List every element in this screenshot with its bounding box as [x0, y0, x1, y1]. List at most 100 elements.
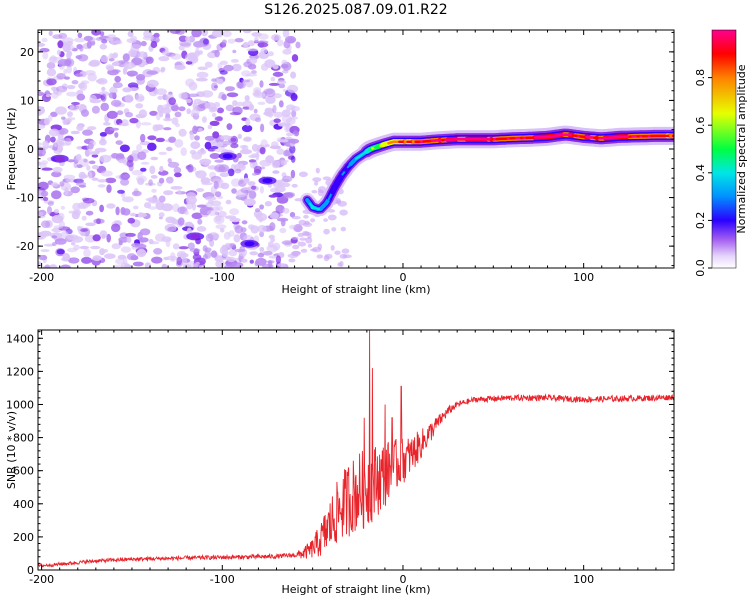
noise-speck [236, 101, 245, 107]
noise-speck [170, 53, 182, 60]
noise-speck [300, 248, 308, 253]
noise-speck [126, 253, 137, 261]
noise-speck [226, 256, 236, 263]
noise-speck [137, 212, 144, 218]
colorbar-gradient [711, 29, 737, 269]
noise-speck [269, 222, 276, 231]
noise-speck [191, 30, 202, 38]
noise-speck [242, 42, 249, 48]
noise-speck [211, 112, 217, 118]
noise-speck [222, 30, 232, 37]
noise-speck [145, 56, 154, 64]
noise-speck [44, 264, 51, 268]
noise-speck [260, 48, 268, 54]
noise-speck [334, 250, 341, 255]
noise-speck [207, 200, 214, 204]
noise-speck [41, 37, 48, 43]
noise-speck [225, 199, 232, 205]
noise-speck [122, 53, 130, 62]
noise-speck [192, 125, 198, 135]
noise-speck [88, 171, 93, 179]
noise-speck [204, 102, 216, 110]
noise-speck [130, 212, 137, 217]
noise-speck [230, 137, 237, 142]
noise-speck [186, 108, 191, 115]
noise-speck [229, 208, 240, 216]
y-tick-label: 600 [13, 465, 34, 478]
noise-speck [310, 218, 316, 223]
noise-speck [106, 233, 111, 243]
noise-speck [111, 152, 119, 159]
noise-speck [91, 150, 100, 155]
noise-speck [228, 249, 238, 257]
noise-speck [297, 232, 304, 238]
x-tick-label: 100 [573, 271, 594, 284]
noise-speck [128, 49, 137, 58]
noise-speck [135, 93, 145, 103]
noise-speck [251, 185, 257, 190]
noise-speck [255, 213, 268, 222]
noise-speck [236, 81, 246, 89]
noise-speck [51, 235, 58, 239]
noise-speck [140, 161, 150, 165]
noise-speck [103, 122, 111, 126]
noise-speck [131, 190, 142, 197]
noise-speck [148, 179, 153, 186]
y-tick-label: 200 [13, 531, 34, 544]
noise-speck [47, 206, 52, 215]
noise-speck [217, 78, 224, 85]
noise-speck [180, 256, 188, 266]
noise-speck [209, 120, 220, 126]
noise-speck [257, 42, 269, 48]
snr-frame [37, 329, 675, 571]
noise-speck [243, 136, 252, 142]
noise-speck [74, 73, 83, 77]
noise-speck [196, 188, 205, 192]
noise-speck [41, 220, 51, 228]
noise-speck [71, 80, 79, 85]
noise-speck [275, 204, 285, 214]
noise-speck [144, 202, 152, 209]
noise-speck [190, 141, 201, 150]
noise-speck [268, 241, 274, 248]
noise-speck [177, 217, 185, 226]
noise-speck [283, 150, 291, 157]
y-tick-label: 10 [20, 94, 34, 107]
ridge-segment [327, 192, 333, 200]
noise-speck [63, 68, 68, 75]
noise-speck [312, 177, 322, 183]
noise-speck [184, 210, 189, 215]
noise-speck [86, 165, 91, 171]
noise-speck [56, 85, 68, 93]
noise-speck [156, 112, 161, 121]
noise-speck [287, 37, 295, 44]
noise-speck [206, 209, 219, 216]
noise-speck [340, 226, 346, 232]
noise-speck [38, 181, 49, 191]
noise-speck [204, 196, 217, 201]
noise-speck [139, 237, 149, 243]
noise-speck [299, 237, 307, 241]
noise-speck [185, 98, 192, 103]
noise-speck [223, 64, 234, 72]
noise-speck [114, 75, 121, 83]
noise-speck [87, 126, 97, 131]
noise-speck [140, 122, 152, 126]
noise-speck [255, 151, 260, 161]
noise-speck [73, 209, 81, 216]
noise-speck [251, 143, 259, 152]
y-tick-label: 800 [13, 432, 34, 445]
noise-speck [200, 177, 211, 184]
noise-speck [62, 43, 71, 53]
figure-title: S126.2025.087.09.01.R22 [264, 2, 447, 18]
noise-speck [341, 248, 350, 254]
noise-speck [200, 30, 209, 37]
noise-speck [103, 249, 108, 253]
noise-speck [131, 169, 144, 176]
noise-speck [88, 61, 100, 67]
noise-speck [270, 76, 276, 82]
noise-speck [287, 84, 299, 93]
noise-speck [295, 41, 301, 49]
y-tick-label: 400 [13, 498, 34, 511]
noise-speck [165, 216, 176, 224]
